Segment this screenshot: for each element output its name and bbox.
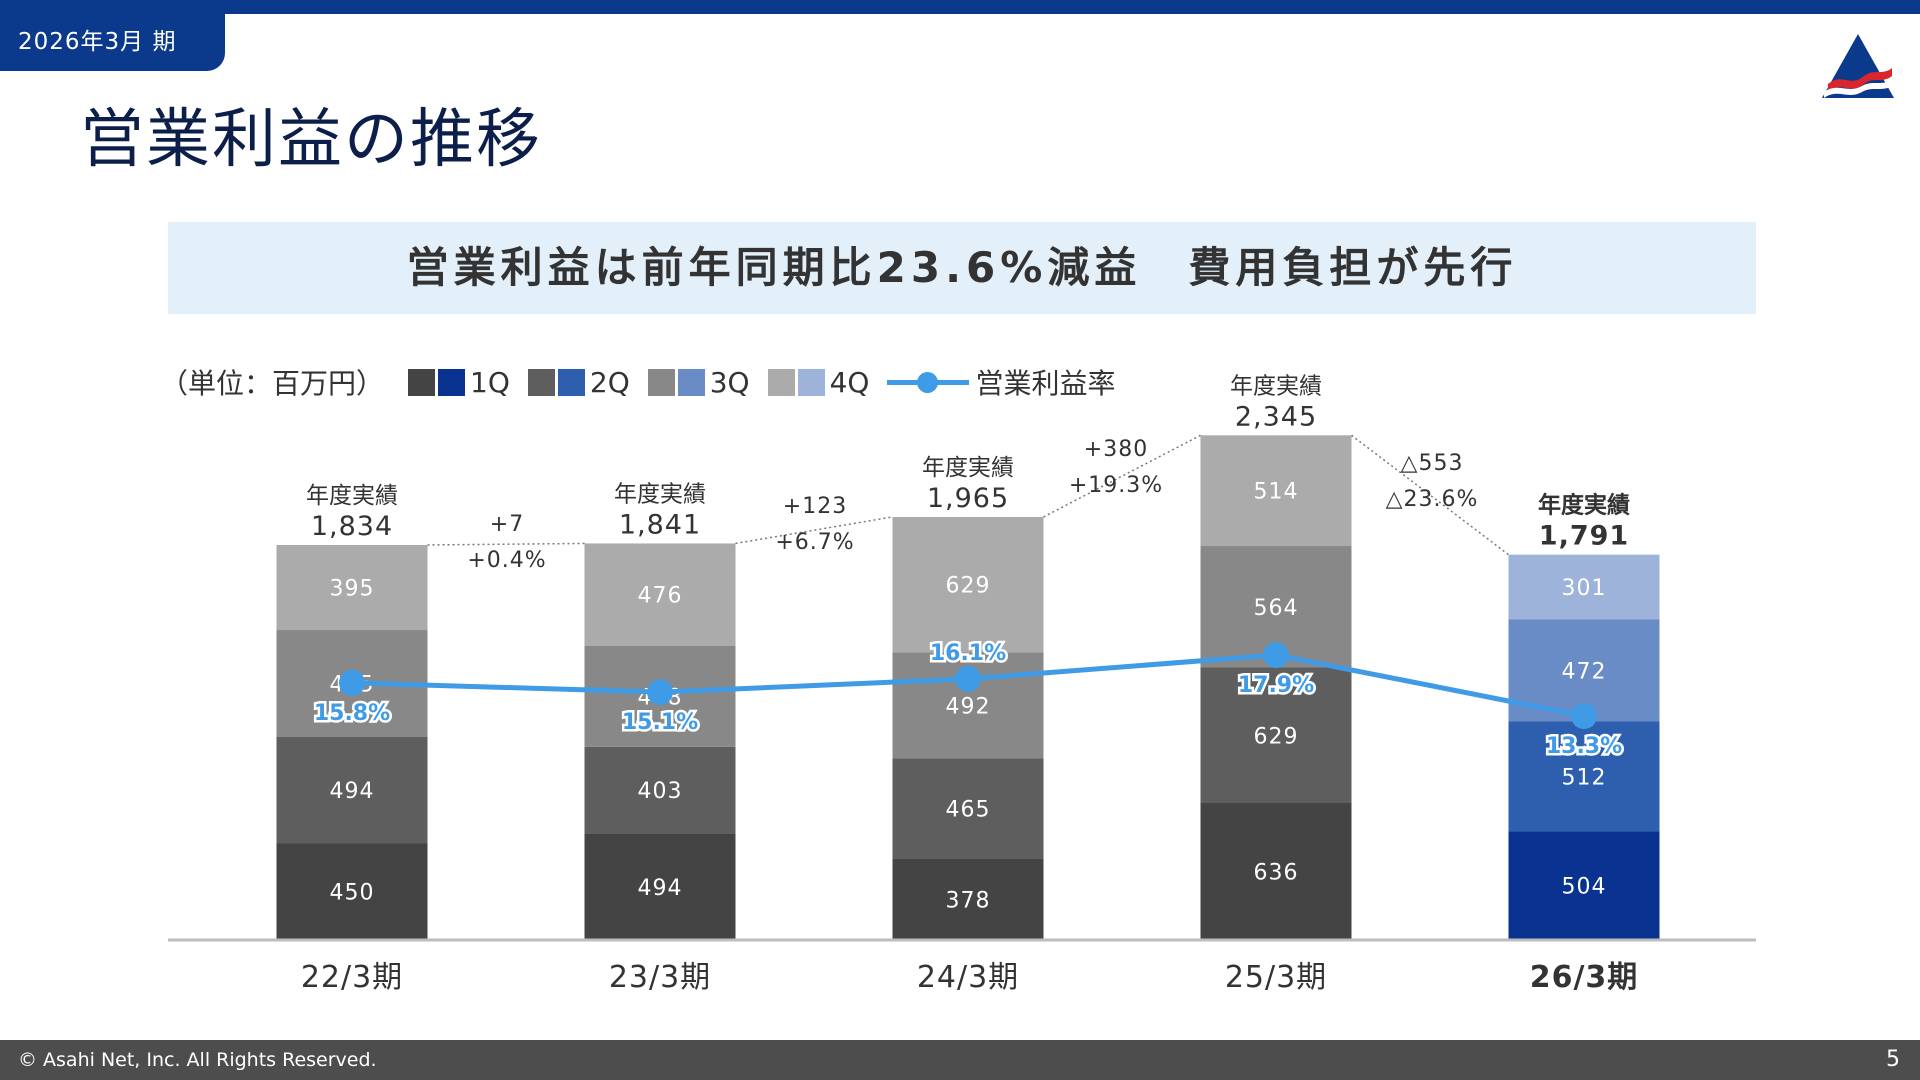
data-label-3q-4: 564 xyxy=(1254,596,1299,621)
change-abs-2: +123 xyxy=(783,494,847,519)
total-value-5: 1,791 xyxy=(1539,521,1629,552)
total-caption-2: 年度実績 xyxy=(614,481,706,507)
bar-segment-1q-2 xyxy=(584,833,736,940)
data-label-4q-1: 395 xyxy=(330,576,375,601)
data-label-2q-4: 629 xyxy=(1254,724,1299,749)
bar-segment-1q-3 xyxy=(892,858,1044,940)
bar-segment-4q-5 xyxy=(1508,554,1660,620)
data-label-1q-4: 636 xyxy=(1254,861,1299,886)
total-value-4: 2,345 xyxy=(1235,401,1317,432)
top-accent-bar xyxy=(0,0,1920,14)
x-tick-label-1: 22/3期 xyxy=(301,960,403,995)
change-connector-2 xyxy=(735,516,893,545)
margin-point-4 xyxy=(1263,642,1289,668)
headline-text: 営業利益は前年同期比23.6%減益 費用負担が先行 xyxy=(406,243,1518,292)
legend-label-margin: 営業利益率 xyxy=(975,367,1116,400)
change-abs-1: +7 xyxy=(490,512,524,537)
x-tick-label-3: 24/3期 xyxy=(917,960,1019,995)
page-number: 5 xyxy=(1886,1047,1900,1072)
operating-profit-chart: 450494495395年度実績1,83422/3期494403468476年度… xyxy=(168,373,1756,995)
data-label-4q-5: 301 xyxy=(1562,576,1607,601)
change-connector-1 xyxy=(427,542,585,546)
legend-swatch-3q-blue xyxy=(677,368,705,396)
legend-line-key xyxy=(887,369,970,396)
change-abs-3: +380 xyxy=(1084,437,1148,462)
legend-label-2q: 2Q xyxy=(589,365,630,399)
legend-swatch-2q-gray xyxy=(527,368,555,396)
bar-segment-2q-5 xyxy=(1508,721,1660,832)
data-label-1q-2: 494 xyxy=(638,876,683,901)
bar-segment-1q-1 xyxy=(276,843,428,940)
margin-point-3 xyxy=(955,665,981,692)
change-abs-4: △553 xyxy=(1401,451,1464,476)
data-label-2q-3: 465 xyxy=(946,797,991,822)
copyright-text: © Asahi Net, Inc. All Rights Reserved. xyxy=(18,1049,377,1071)
data-label-4q-3: 629 xyxy=(946,574,991,599)
margin-label-4: 17.9% xyxy=(1238,673,1314,698)
data-label-1q-1: 450 xyxy=(330,881,375,906)
data-label-4q-4: 514 xyxy=(1254,480,1299,505)
total-caption-1: 年度実績 xyxy=(306,483,398,509)
total-value-3: 1,965 xyxy=(927,483,1009,514)
x-tick-label-2: 23/3期 xyxy=(609,960,711,995)
change-pct-3: +19.3% xyxy=(1069,473,1163,498)
legend-swatch-2q-blue xyxy=(557,368,585,396)
bar-segment-2q-3 xyxy=(892,758,1044,859)
bar-segment-1q-5 xyxy=(1508,831,1660,940)
legend-swatch-4q-blue xyxy=(797,368,825,396)
bar-segment-2q-2 xyxy=(584,746,736,834)
legend-swatch-1q-blue xyxy=(438,368,466,396)
data-label-1q-3: 378 xyxy=(946,888,991,913)
bar-segment-4q-3 xyxy=(892,516,1044,653)
total-caption-4: 年度実績 xyxy=(1230,373,1322,399)
legend-swatch-1q-gray xyxy=(408,368,436,396)
bar-segment-4q-2 xyxy=(584,543,736,646)
total-value-1: 1,834 xyxy=(311,511,393,542)
margin-label-1: 15.8% xyxy=(314,701,390,726)
x-tick-label-5: 26/3期 xyxy=(1530,960,1639,995)
total-value-2: 1,841 xyxy=(619,509,701,540)
change-pct-4: △23.6% xyxy=(1386,487,1479,512)
chart-legend: （単位：百万円） 1Q 2Q 3Q 4Q 営業利益率 xyxy=(160,362,1115,402)
data-label-3q-5: 472 xyxy=(1562,659,1607,684)
margin-point-2 xyxy=(647,679,673,706)
company-logo xyxy=(1822,34,1894,98)
bar-segment-2q-1 xyxy=(276,736,428,844)
data-label-1q-5: 504 xyxy=(1562,875,1607,900)
bar-segment-4q-4 xyxy=(1200,435,1352,547)
headline-banner: 営業利益は前年同期比23.6%減益 費用負担が先行 xyxy=(168,222,1756,314)
margin-point-1 xyxy=(339,669,365,696)
footer-bar: © Asahi Net, Inc. All Rights Reserved. 5 xyxy=(0,1040,1920,1080)
margin-label-3: 16.1% xyxy=(930,641,1006,666)
legend-label-4q: 4Q xyxy=(829,365,870,399)
margin-point-5 xyxy=(1571,703,1597,729)
legend-swatch-3q-gray xyxy=(647,368,675,396)
bar-segment-2q-4 xyxy=(1200,667,1352,804)
margin-label-2: 15.1% xyxy=(622,710,698,735)
change-pct-2: +6.7% xyxy=(775,530,854,555)
margin-label-5: 13.3% xyxy=(1546,734,1622,759)
total-caption-3: 年度実績 xyxy=(922,455,1014,481)
data-label-2q-1: 494 xyxy=(330,779,375,804)
period-tab: 2026年3月 期 xyxy=(0,14,225,71)
page-title: 営業利益の推移 xyxy=(80,103,542,177)
legend-swatch-4q-gray xyxy=(767,368,795,396)
x-tick-label-4: 25/3期 xyxy=(1225,960,1327,995)
total-caption-5: 年度実績 xyxy=(1538,492,1630,519)
data-label-2q-5: 512 xyxy=(1562,765,1607,790)
legend-label-1q: 1Q xyxy=(470,365,510,399)
change-pct-1: +0.4% xyxy=(467,548,546,573)
bar-segment-4q-1 xyxy=(276,544,428,631)
data-label-3q-3: 492 xyxy=(946,694,991,719)
data-label-4q-2: 476 xyxy=(638,584,683,609)
legend-label-3q: 3Q xyxy=(709,365,750,399)
bar-segment-1q-4 xyxy=(1200,803,1352,940)
unit-label: （単位：百万円） xyxy=(160,367,385,400)
data-label-2q-2: 403 xyxy=(638,779,683,804)
